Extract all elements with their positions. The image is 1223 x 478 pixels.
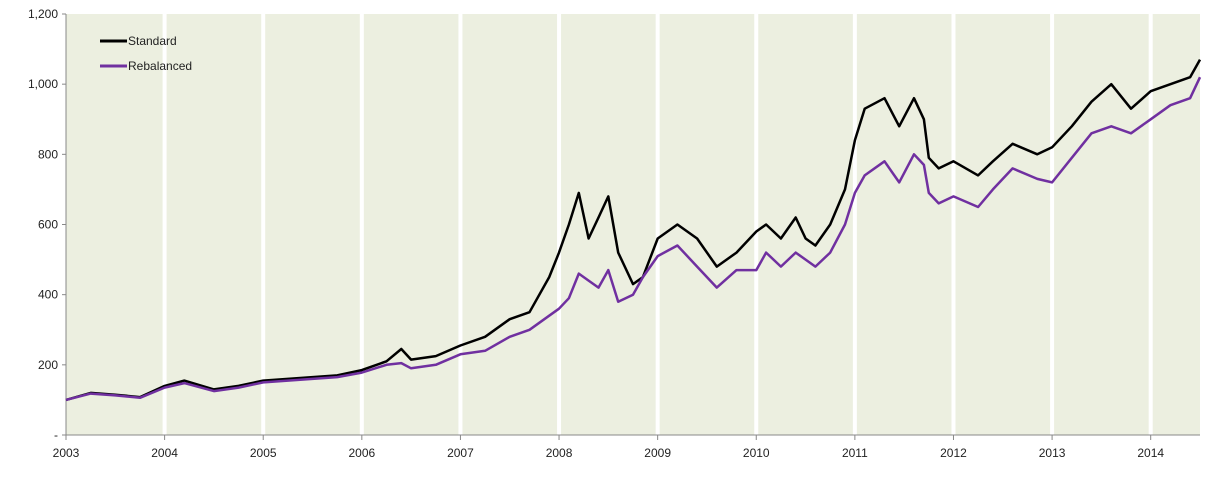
x-tick-label: 2005 [250, 446, 277, 460]
x-axis-ticks: 2003 2004 2005 2006 2007 2008 2009 2010 2011 2012… [53, 435, 1164, 460]
y-tick-label: 200 [38, 358, 58, 372]
x-tick-label: 2009 [644, 446, 671, 460]
x-tick-label: 2013 [1039, 446, 1066, 460]
legend-label: Rebalanced [128, 59, 192, 73]
x-tick-label: 2012 [940, 446, 967, 460]
legend-label: Standard [128, 34, 177, 48]
x-tick-label: 2003 [53, 446, 80, 460]
legend: Standard Rebalanced [100, 34, 192, 73]
x-tick-label: 2007 [447, 446, 474, 460]
y-tick-label: - [54, 428, 58, 442]
x-tick-label: 2004 [151, 446, 178, 460]
year-separators [162, 14, 1153, 435]
y-tick-label: 600 [38, 218, 58, 232]
x-tick-label: 2014 [1137, 446, 1164, 460]
plot-background [66, 14, 1200, 435]
y-tick-label: 1,200 [28, 7, 58, 21]
y-axis-ticks: - 200 400 600 800 1,000 1,200 [28, 7, 66, 442]
x-tick-label: 2011 [842, 446, 868, 460]
y-tick-label: 800 [38, 147, 58, 161]
x-tick-label: 2008 [546, 446, 573, 460]
series-lines [65, 58, 1202, 402]
series-line-rebalanced [65, 76, 1202, 402]
x-tick-label: 2006 [348, 446, 375, 460]
y-tick-label: 1,000 [28, 77, 58, 91]
x-tick-label: 2010 [743, 446, 770, 460]
y-tick-label: 400 [38, 288, 58, 302]
series-line-standard [65, 58, 1202, 402]
